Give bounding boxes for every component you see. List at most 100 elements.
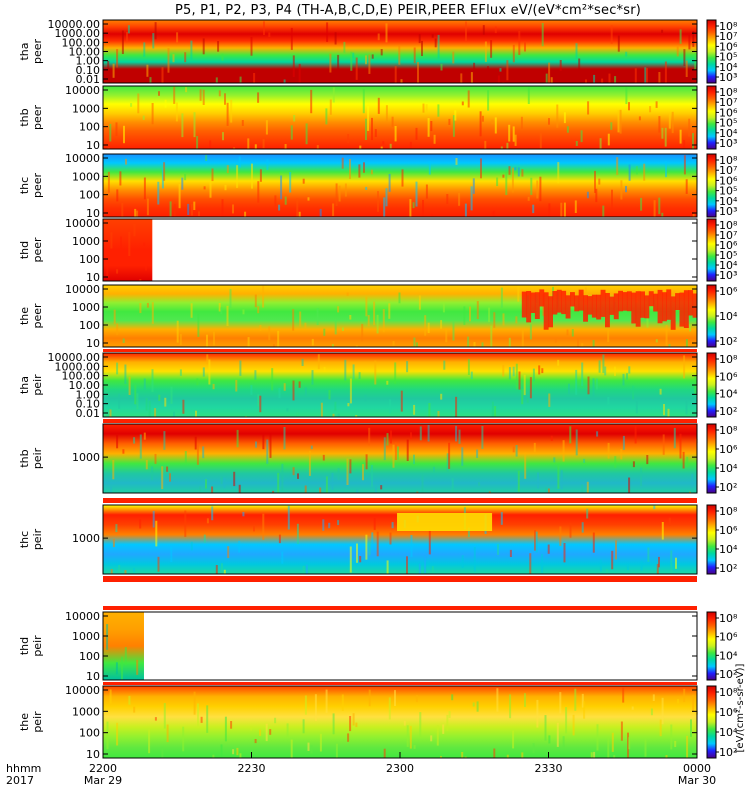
y-tick-label: 10 (86, 271, 100, 284)
y-tick-label: 1.00 (76, 388, 101, 401)
colorbar-tick-label: 10⁸ (719, 353, 738, 366)
colorbar-tick-label: 10⁷ (719, 30, 737, 43)
colorbar-tick-label: 10² (719, 746, 737, 759)
panel-species-label: peir (31, 447, 44, 469)
colorbar (706, 153, 717, 218)
colorbar-tick-label: 10² (719, 562, 737, 575)
panel-thb-peir: 1000 thb peir 10⁸ 10⁶ 10⁴ 10² (18, 423, 738, 494)
y-tick-label: 1000 (72, 451, 100, 464)
y-tick-label: 0.10 (76, 398, 101, 411)
mode-bar (103, 682, 697, 685)
colorbar-tick-label: 10⁴ (719, 543, 738, 556)
colorbar-tick-label: 10⁶ (719, 106, 738, 119)
x-tick-label: 2300 (386, 762, 414, 775)
panel-species-label: peer (31, 303, 44, 329)
colorbar-tick-label: 10⁴ (719, 388, 738, 401)
panel-species-label: peer (31, 173, 44, 199)
panel-the-peer: 10000 1000 100 10 the peer 10⁶ 10⁴ 10² (18, 283, 738, 350)
colorbar-units-label: [eV/(cm²-s-sr-eV)] (735, 663, 746, 752)
panel-species-label: peer (31, 105, 44, 131)
y-tick-label: 100 (79, 189, 100, 202)
colorbar-tick-label: 10⁸ (719, 612, 738, 625)
panel-thc-peir: 1000 thc peir 10⁸ 10⁶ 10⁴ 10² (18, 504, 738, 575)
y-tick-label: 1000 (72, 235, 100, 248)
colorbar-tick-label: 10⁶ (719, 285, 738, 298)
x-tick-date: Mar 30 (678, 774, 716, 787)
y-tick-label: 1.00 (76, 55, 101, 68)
y-tick-label: 100 (79, 319, 100, 332)
y-tick-label: 1000 (72, 705, 100, 718)
colorbar (706, 685, 717, 759)
colorbar (706, 504, 717, 575)
colorbar-tick-label: 10⁵ (719, 117, 737, 130)
y-tick-label: 10 (86, 207, 100, 220)
y-tick-label: 1000 (72, 301, 100, 314)
panel-thd-peir: 10000 1000 100 10 thd peir 10⁸ 10⁶ 10⁴ 10² (18, 610, 738, 683)
figure-title: P5, P1, P2, P3, P4 (TH-A,B,C,D,E) PEIR,P… (175, 3, 641, 18)
panel-probe-label: thd (18, 637, 31, 655)
panel-probe-label: tha (18, 42, 31, 60)
panel-species-label: peer (31, 237, 44, 263)
y-tick-label: 10 (86, 748, 100, 761)
colorbar (706, 423, 717, 494)
panel-probe-label: the (18, 713, 31, 731)
mode-bar (103, 498, 697, 503)
colorbar-tick-label: 10⁶ (719, 524, 738, 537)
colorbar-tick-label: 10³ (719, 205, 737, 218)
colorbar-tick-label: 10³ (719, 269, 737, 282)
panel-species-label: peir (31, 635, 44, 657)
colorbar-tick-label: 10⁴ (719, 649, 738, 662)
panel-species-label: peer (31, 39, 44, 65)
x-tick-label: 2200 (89, 762, 117, 775)
colorbar-tick-label: 10⁶ (719, 174, 738, 187)
colorbar-tick-label: 10⁴ (719, 259, 738, 272)
colorbar-tick-label: 10⁴ (719, 195, 738, 208)
y-tick-label: 100.00 (62, 36, 101, 49)
panel-probe-label: the (18, 307, 31, 325)
colorbar-tick-label: 10⁶ (719, 443, 738, 456)
y-tick-label: 100 (79, 727, 100, 740)
y-tick-label: 10 (86, 337, 100, 350)
mode-bar (103, 576, 697, 582)
y-tick-label: 100 (79, 650, 100, 663)
colorbar-tick-label: 10⁸ (719, 86, 738, 99)
spectrogram-fill (103, 154, 697, 217)
y-tick-label: 10000.00 (48, 18, 101, 31)
mode-bar (103, 349, 697, 352)
colorbar-tick-label: 10² (719, 335, 737, 348)
y-tick-label: 100 (79, 253, 100, 266)
y-tick-label: 10.00 (69, 379, 101, 392)
spectrogram-fill (103, 219, 153, 281)
x-tick-label: 2330 (535, 762, 563, 775)
colorbar-tick-label: 10⁷ (719, 164, 737, 177)
colorbar-tick-label: 10² (719, 405, 737, 418)
colorbar-tick-label: 10⁸ (719, 686, 738, 699)
panel-probe-label: thd (18, 241, 31, 259)
x-row-label: hhmm (6, 762, 41, 775)
mode-bar (103, 606, 697, 610)
y-tick-label: 10.00 (69, 46, 101, 59)
mode-bar (103, 419, 697, 423)
colorbar-tick-label: 10⁶ (719, 631, 738, 644)
y-tick-label: 10 (86, 670, 100, 683)
y-tick-label: 10000 (65, 152, 100, 165)
colorbar (706, 611, 717, 681)
y-tick-label: 10000 (65, 84, 100, 97)
panel-stack: 10000.001000.00100.0010.001.000.100.01th… (18, 18, 738, 761)
colorbar-tick-label: 10⁸ (719, 424, 738, 437)
colorbar-tick-label: 10⁵ (719, 249, 737, 262)
y-tick-label: 100 (79, 121, 100, 134)
colorbar-tick-label: 10⁴ (719, 726, 738, 739)
panel-the-peir: 10000 1000 100 10 the peir 10⁸ 10⁶ 10⁴ 10² (18, 684, 738, 761)
spectrogram-fill (103, 353, 697, 417)
y-tick-label: 10000 (65, 610, 100, 623)
y-tick-label: 10000.00 (48, 351, 101, 364)
panel-species-label: peir (31, 374, 44, 396)
colorbar (706, 284, 717, 348)
x-tick-label: 0000 (683, 762, 711, 775)
colorbar (706, 85, 717, 150)
colorbar-tick-label: 10² (719, 668, 737, 681)
colorbar-tick-label: 10³ (719, 71, 737, 84)
